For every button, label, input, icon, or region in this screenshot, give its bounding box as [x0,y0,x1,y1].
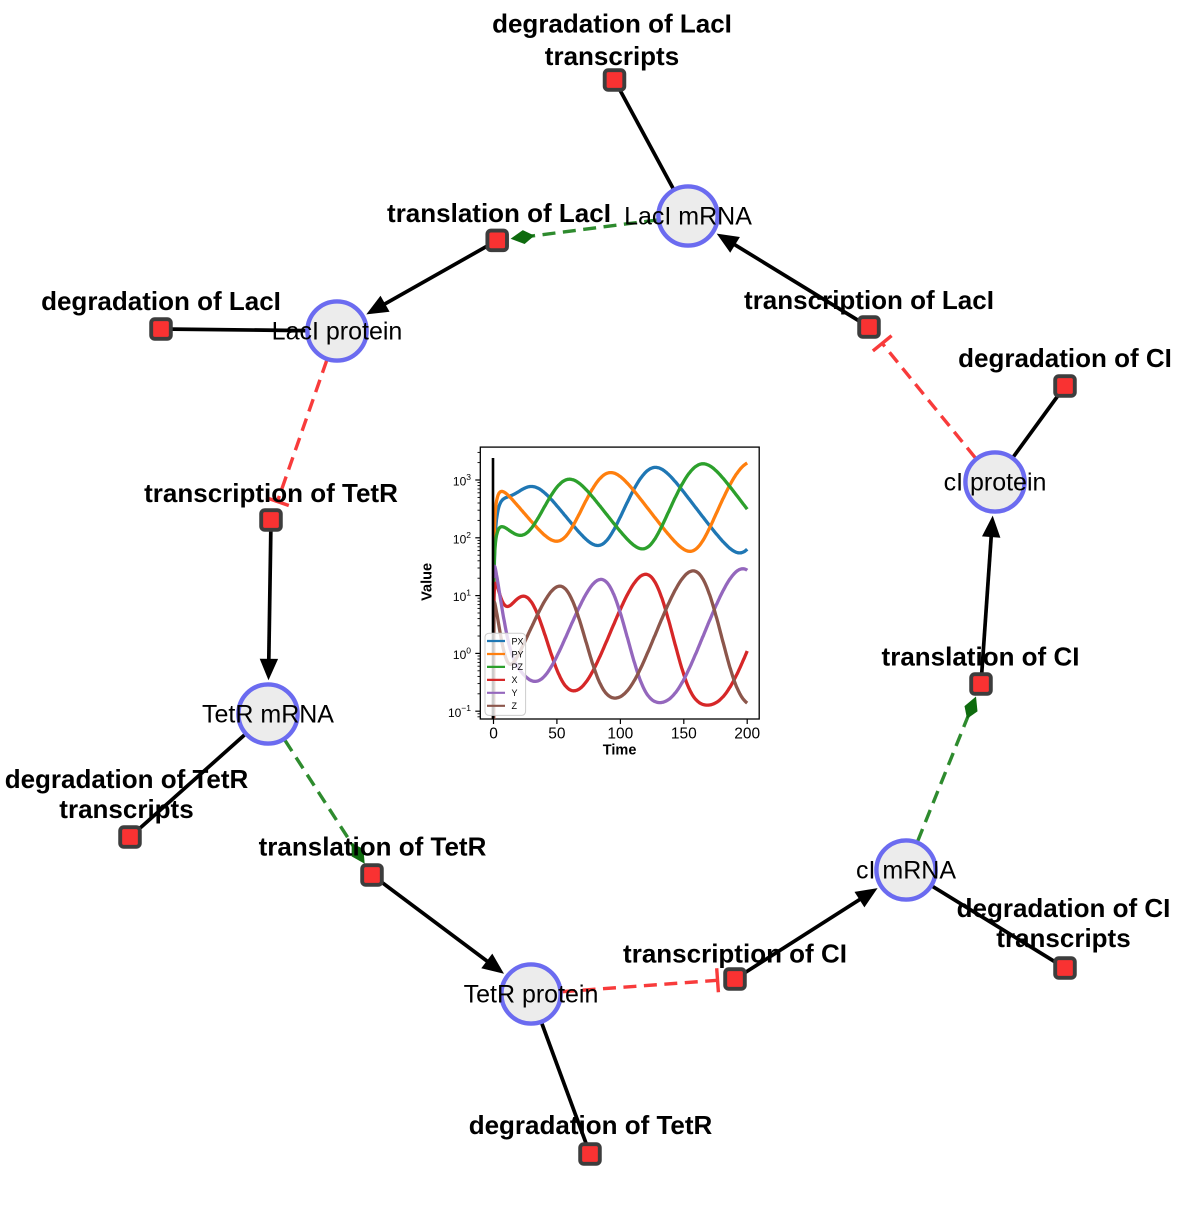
svg-text:degradation of CI: degradation of CI [957,893,1171,923]
svg-text:LacI mRNA: LacI mRNA [624,203,752,231]
svg-text:transcripts: transcripts [996,923,1130,953]
svg-text:200: 200 [734,725,760,742]
svg-text:translation of LacI: translation of LacI [387,198,611,228]
svg-text:TetR protein: TetR protein [464,981,599,1009]
svg-text:degradation of TetR: degradation of TetR [469,1110,713,1140]
svg-text:cI mRNA: cI mRNA [856,857,956,885]
svg-text:transcription of CI: transcription of CI [623,939,847,969]
svg-text:degradation of TetR: degradation of TetR [5,764,249,794]
svg-text:X: X [512,675,518,685]
svg-text:degradation of CI: degradation of CI [958,343,1172,373]
svg-text:PZ: PZ [512,662,524,672]
svg-text:degradation of LacI: degradation of LacI [41,286,281,316]
svg-text:150: 150 [671,725,697,742]
svg-text:translation of TetR: translation of TetR [259,832,487,862]
svg-text:PY: PY [512,649,524,659]
svg-text:PX: PX [512,636,524,646]
svg-text:transcription of TetR: transcription of TetR [144,478,398,508]
svg-text:0: 0 [489,725,498,742]
svg-text:Time: Time [603,742,637,758]
svg-text:LacI protein: LacI protein [272,318,403,346]
svg-text:TetR mRNA: TetR mRNA [202,701,334,729]
svg-text:translation of CI: translation of CI [882,642,1080,672]
svg-text:100: 100 [607,725,633,742]
svg-text:Value: Value [420,563,436,601]
svg-text:transcription of LacI: transcription of LacI [744,285,994,315]
svg-text:Z: Z [512,701,518,711]
svg-text:50: 50 [548,725,566,742]
svg-text:transcripts: transcripts [545,41,679,71]
svg-text:transcripts: transcripts [59,794,193,824]
svg-text:degradation of LacI: degradation of LacI [492,9,732,39]
svg-text:cI protein: cI protein [944,469,1047,497]
svg-text:Y: Y [512,688,518,698]
